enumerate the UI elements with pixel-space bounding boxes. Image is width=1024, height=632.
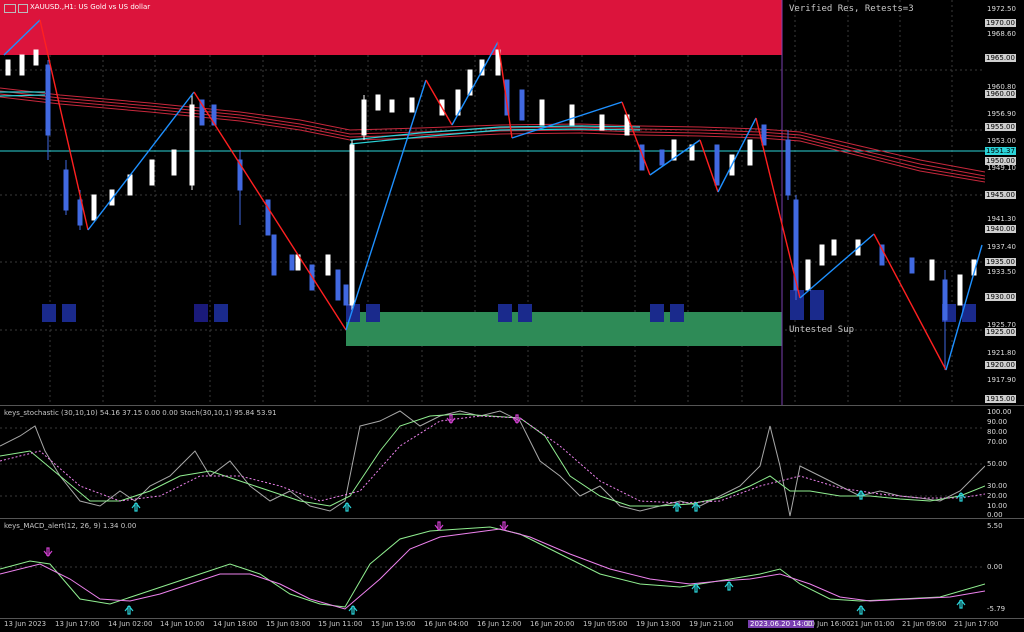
time-label: 16 Jun 04:00 bbox=[424, 620, 469, 628]
stochastic-dotted-line bbox=[0, 415, 985, 504]
price-label: 1915.00 bbox=[985, 395, 1016, 403]
time-label: 15 Jun 11:00 bbox=[318, 620, 363, 628]
price-label: 1941.30 bbox=[987, 215, 1016, 223]
price-chart[interactable] bbox=[0, 0, 985, 405]
pane-separator[interactable] bbox=[0, 405, 1024, 406]
price-label: 1956.90 bbox=[987, 110, 1016, 118]
time-label: 13 Jun 17:00 bbox=[55, 620, 100, 628]
macd-signal-line bbox=[0, 528, 985, 610]
time-label: 14 Jun 18:00 bbox=[213, 620, 258, 628]
time-label: 20 Jun 16:00 bbox=[806, 620, 851, 628]
time-label: 15 Jun 19:00 bbox=[371, 620, 416, 628]
price-label: 1940.00 bbox=[985, 225, 1016, 233]
price-label: 1968.60 bbox=[987, 30, 1016, 38]
price-label: 1925.00 bbox=[985, 328, 1016, 336]
stochastic-chart bbox=[0, 410, 985, 517]
resistance-zone bbox=[0, 0, 782, 55]
time-label: 21 Jun 17:00 bbox=[954, 620, 999, 628]
stoch-level: 0.00 bbox=[987, 511, 1003, 519]
price-label: 1955.00 bbox=[985, 123, 1016, 131]
stoch-level: 90.00 bbox=[987, 418, 1008, 426]
stochastic-axis: 100.00 90.00 80.00 70.00 50.00 30.00 20.… bbox=[985, 406, 1024, 519]
price-label: 1960.00 bbox=[985, 90, 1016, 98]
stoch-level: 80.00 bbox=[987, 428, 1008, 436]
macd-title: keys_MACD_alert(12, 26, 9) 1.34 0.00 bbox=[4, 522, 137, 530]
stoch-level: 20.00 bbox=[987, 492, 1008, 500]
time-label: 14 Jun 10:00 bbox=[160, 620, 205, 628]
stochastic-main-line bbox=[0, 410, 985, 517]
up-arrow-signals bbox=[131, 490, 966, 512]
time-axis[interactable]: 13 Jun 2023 13 Jun 17:00 14 Jun 02:00 14… bbox=[0, 619, 1024, 632]
price-label: 1921.80 bbox=[987, 349, 1016, 357]
pane-separator[interactable] bbox=[0, 518, 1024, 519]
up-arrow-signals bbox=[124, 581, 966, 615]
stoch-level: 30.00 bbox=[987, 482, 1008, 490]
stochastic-signal-line bbox=[0, 413, 985, 507]
macd-level: 0.00 bbox=[987, 563, 1003, 571]
time-label: 21 Jun 01:00 bbox=[850, 620, 895, 628]
price-label: 1950.00 bbox=[985, 157, 1016, 165]
price-label: 1930.00 bbox=[985, 293, 1016, 301]
down-arrow-signals bbox=[446, 414, 522, 424]
untested-sup-label: Untested Sup bbox=[789, 325, 855, 335]
price-chart-pane[interactable]: XAUUSD.,H1: US Gold vs US dollar Verifie… bbox=[0, 0, 985, 405]
price-label: 1917.90 bbox=[987, 376, 1016, 384]
macd-level: -5.79 bbox=[987, 605, 1006, 613]
time-axis-separator bbox=[0, 618, 1024, 619]
macd-axis: 5.50 0.00 -5.79 bbox=[985, 519, 1024, 618]
price-label: 1945.00 bbox=[985, 191, 1016, 199]
stoch-level: 50.00 bbox=[987, 460, 1008, 468]
price-label: 1935.00 bbox=[985, 258, 1016, 266]
time-crosshair-label: 2023.06.20 14:00 bbox=[748, 620, 815, 628]
current-price-badge: 1951.37 bbox=[985, 147, 1016, 155]
price-label: 1972.50 bbox=[987, 5, 1016, 13]
moving-average-band bbox=[0, 87, 985, 183]
time-label: 19 Jun 05:00 bbox=[583, 620, 628, 628]
time-label: 14 Jun 02:00 bbox=[108, 620, 153, 628]
price-label: 1953.00 bbox=[987, 137, 1016, 145]
price-label: 1925.70 bbox=[987, 321, 1016, 329]
verified-res-label: Verified Res, Retests=3 bbox=[789, 4, 914, 14]
price-label: 1960.80 bbox=[987, 83, 1016, 91]
stoch-level: 100.00 bbox=[987, 408, 1012, 416]
price-label: 1937.40 bbox=[987, 243, 1016, 251]
stoch-level: 10.00 bbox=[987, 502, 1008, 510]
macd-main-line bbox=[0, 526, 985, 608]
candles bbox=[5, 49, 977, 370]
stoch-level: 70.00 bbox=[987, 438, 1008, 446]
support-zone bbox=[346, 312, 782, 346]
down-arrow-signals bbox=[43, 521, 509, 557]
time-label: 16 Jun 20:00 bbox=[530, 620, 575, 628]
symbol-title: XAUUSD.,H1: US Gold vs US dollar bbox=[30, 3, 151, 11]
chart-menu-icon[interactable] bbox=[4, 4, 16, 13]
price-label: 1965.00 bbox=[985, 54, 1016, 62]
macd-pane[interactable]: keys_MACD_alert(12, 26, 9) 1.34 0.00 bbox=[0, 519, 985, 618]
macd-chart bbox=[0, 521, 985, 615]
time-label: 19 Jun 21:00 bbox=[689, 620, 734, 628]
time-label: 16 Jun 12:00 bbox=[477, 620, 522, 628]
price-label: 1920.00 bbox=[985, 361, 1016, 369]
stochastic-pane[interactable]: keys_stochastic (30,10,10) 54.16 37.15 0… bbox=[0, 406, 985, 518]
stochastic-title: keys_stochastic (30,10,10) 54.16 37.15 0… bbox=[4, 409, 277, 417]
price-label: 1949.10 bbox=[987, 164, 1016, 172]
price-label: 1933.50 bbox=[987, 268, 1016, 276]
zigzag bbox=[3, 19, 983, 371]
signal-blocks bbox=[42, 290, 976, 322]
time-label: 13 Jun 2023 bbox=[4, 620, 47, 628]
time-label: 21 Jun 09:00 bbox=[902, 620, 947, 628]
chart-properties-icon[interactable] bbox=[18, 4, 28, 13]
macd-level: 5.50 bbox=[987, 522, 1003, 530]
time-label: 15 Jun 03:00 bbox=[266, 620, 311, 628]
price-axis[interactable]: 1972.50 1970.00 1968.60 1965.00 1960.80 … bbox=[985, 0, 1024, 405]
price-label: 1970.00 bbox=[985, 19, 1016, 27]
time-label: 19 Jun 13:00 bbox=[636, 620, 681, 628]
